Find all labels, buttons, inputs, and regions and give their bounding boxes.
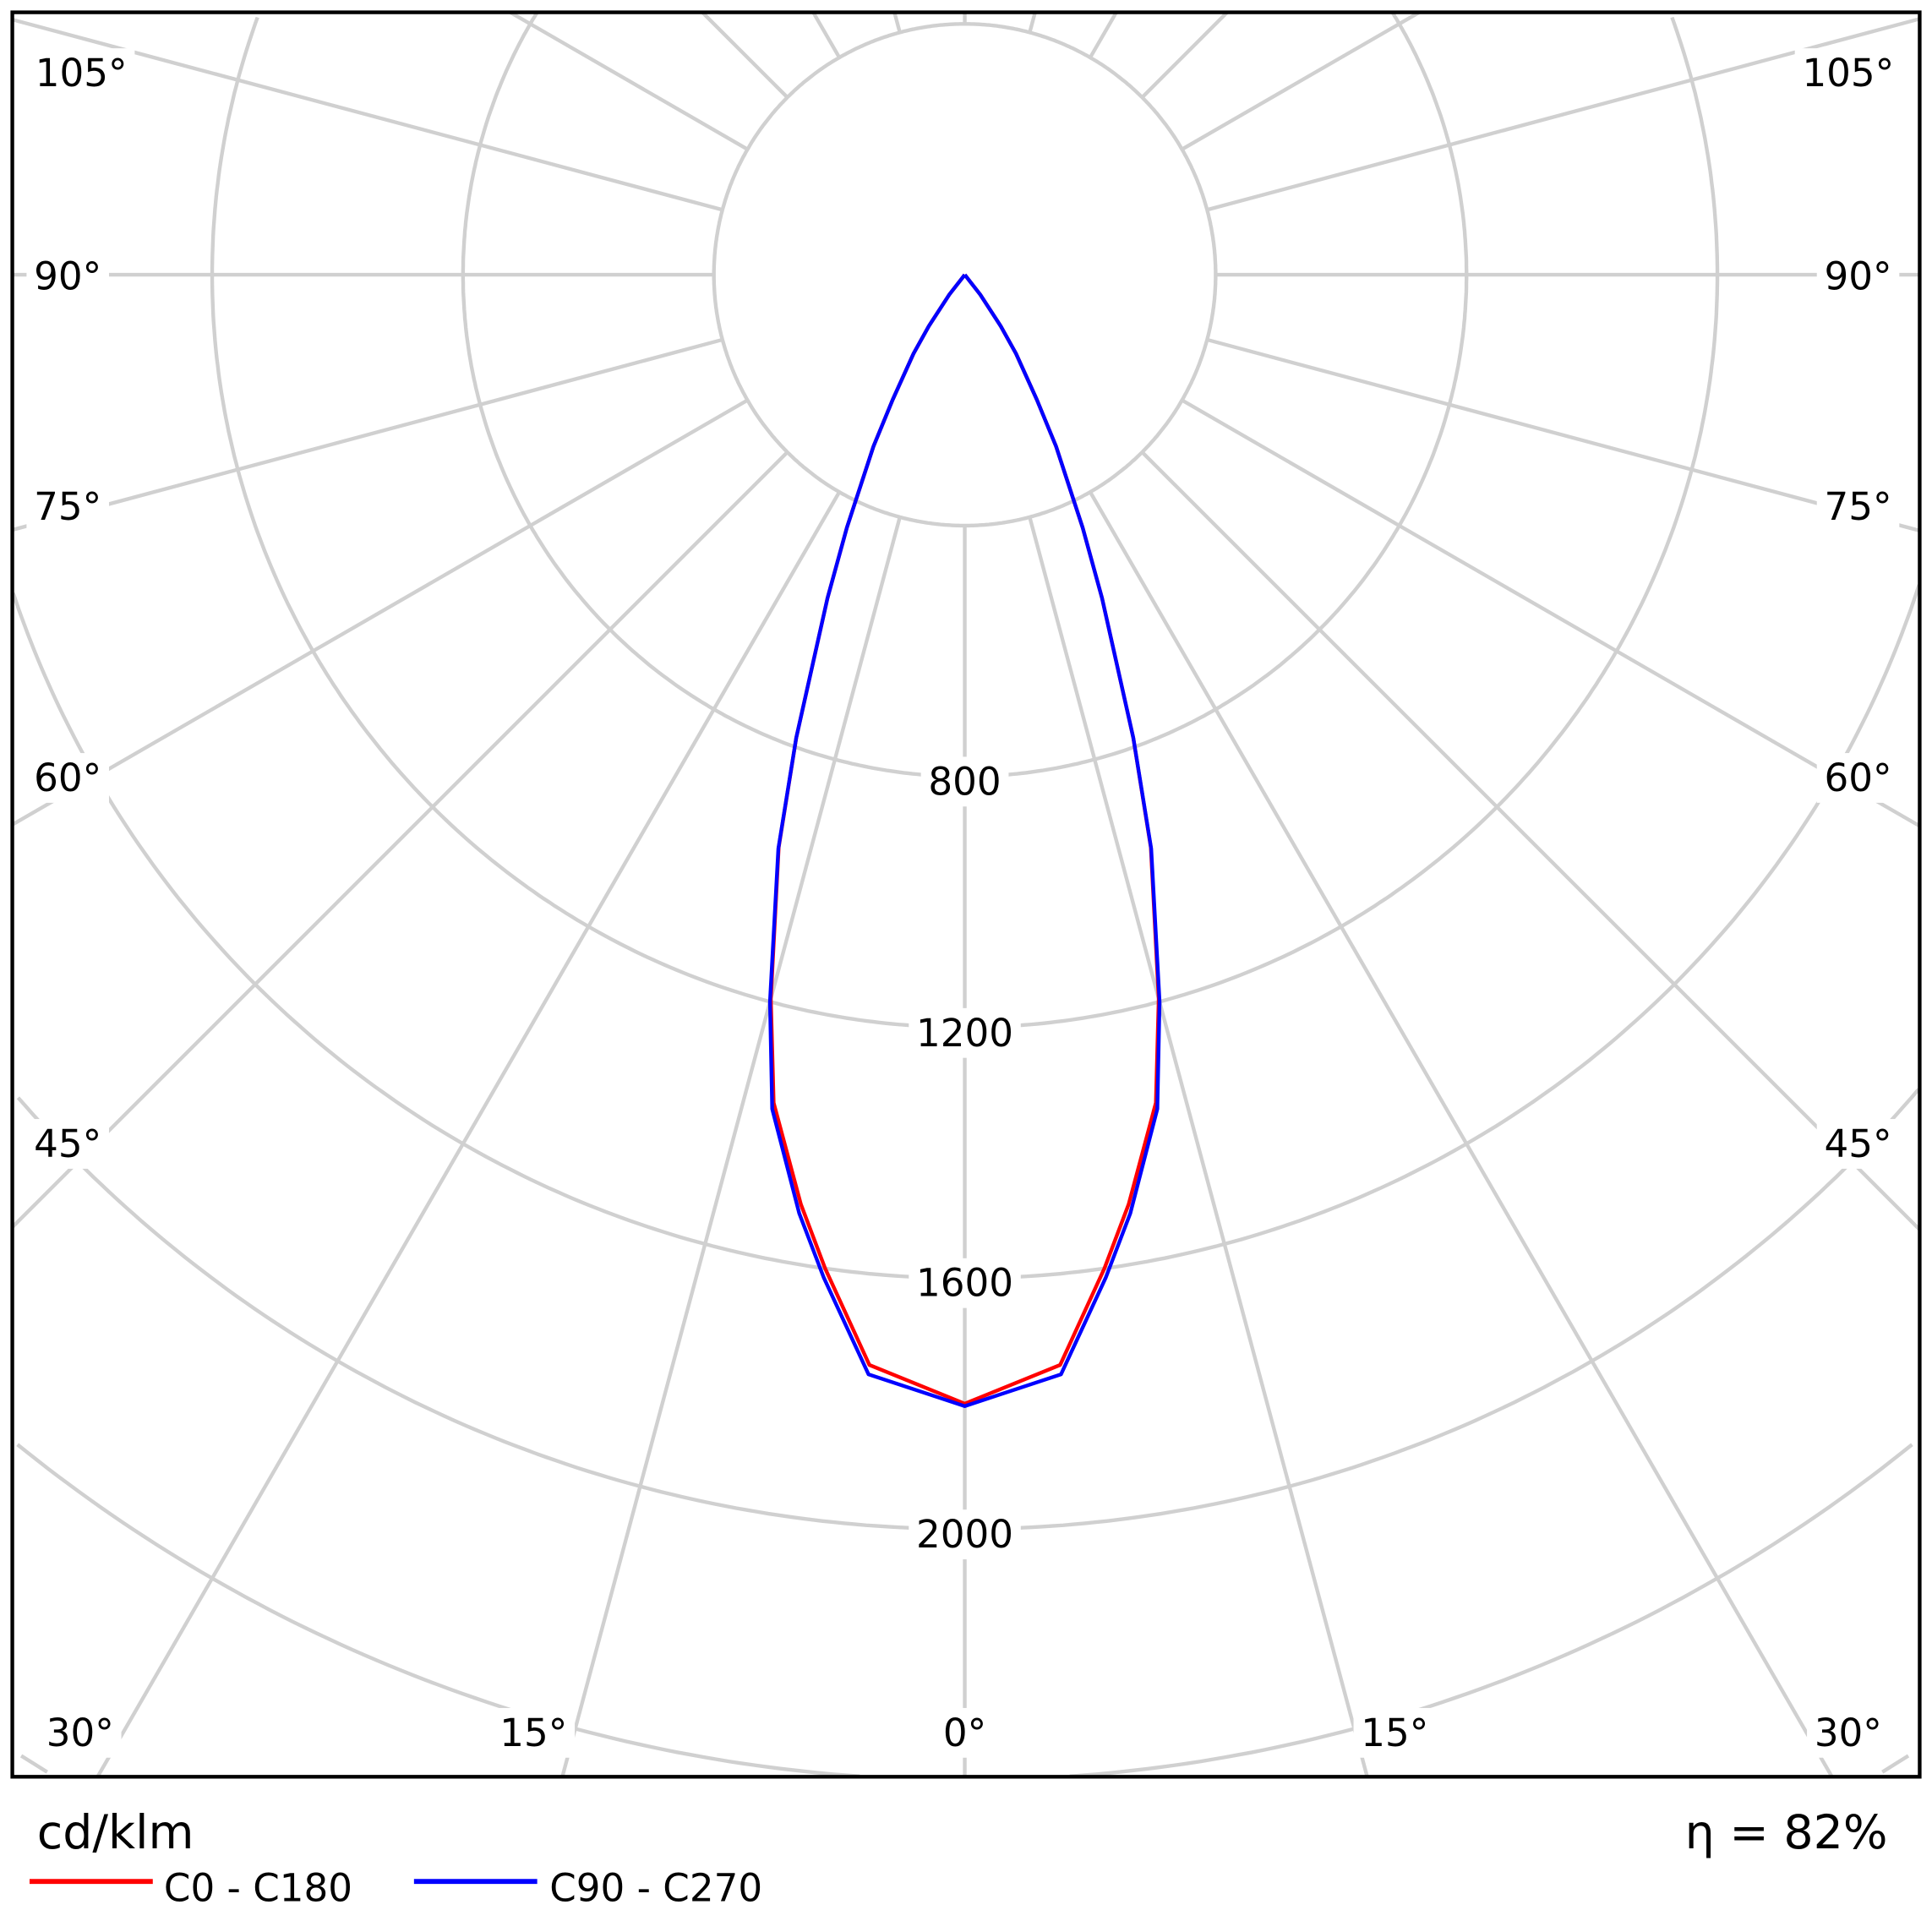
radial-gridline (11, 398, 749, 827)
label-background (909, 1258, 1021, 1308)
angle-label-90-left: 90° (34, 254, 101, 299)
unit-label: cd/klm (37, 1806, 194, 1860)
angle-label-15-right: 15° (1361, 1711, 1428, 1755)
angle-label-105-left: 105° (35, 51, 128, 96)
angle-label-0: 0° (943, 1711, 986, 1755)
curve-c90-c270 (767, 273, 1162, 1408)
radial-gridline (1089, 491, 1834, 1778)
radial-gridline (1206, 337, 1920, 533)
label-background (909, 1007, 1021, 1058)
angle-label-60-left: 60° (34, 756, 101, 800)
ring-label-2000: 2000 (916, 1512, 1013, 1557)
ring-gridline-1200 (210, 16, 1720, 1029)
ring-gridline-2800 (19, 1754, 49, 1774)
radial-gridline (1140, 11, 1229, 99)
ring-gridline-2400 (1069, 1443, 1913, 1778)
ring-gridline-2800 (1881, 1754, 1910, 1774)
radial-gridline (1181, 398, 1921, 828)
label-background (38, 1707, 122, 1758)
label-background (1794, 48, 1902, 98)
label-background (920, 756, 1009, 807)
angle-label-30-left: 30° (46, 1711, 114, 1755)
ring-gridline-2400 (16, 1443, 860, 1778)
label-background (26, 482, 109, 532)
efficiency-label: η = 82% (1685, 1806, 1888, 1860)
radial-gridline (96, 491, 842, 1778)
ring-gridline-800 (1390, 11, 1469, 276)
ring-label-1600: 1600 (916, 1261, 1013, 1306)
radial-gridline (892, 12, 902, 33)
angle-label-90-right: 90° (1824, 254, 1891, 299)
ring-label-1200: 1200 (916, 1011, 1013, 1056)
label-background (492, 1707, 576, 1758)
label-background (26, 753, 109, 803)
ring-gridline-1200 (1670, 16, 1720, 276)
angle-label-75-right: 75° (1824, 484, 1891, 529)
label-background (1353, 1707, 1437, 1758)
polar-grid (11, 10, 1921, 1778)
radial-gridline (1028, 516, 1369, 1777)
radial-gridline (1028, 12, 1037, 33)
radial-gridline (509, 10, 749, 151)
angle-label-15-left: 15° (499, 1711, 567, 1755)
radial-gridline (560, 516, 902, 1777)
label-background (26, 1119, 109, 1169)
radial-gridline (1181, 10, 1421, 151)
radial-gridline (811, 11, 842, 59)
angle-label-45-left: 45° (34, 1122, 101, 1166)
angle-label-75-left: 75° (34, 484, 101, 529)
label-background (909, 1509, 1021, 1560)
angle-label-30-right: 30° (1815, 1711, 1882, 1755)
chart-frame (10, 10, 1922, 1779)
curves (767, 273, 1162, 1408)
label-background (26, 251, 109, 302)
label-background (1816, 1119, 1900, 1169)
angle-label-105-right: 105° (1802, 51, 1894, 96)
radial-gridline (701, 11, 789, 99)
label-background (1816, 482, 1900, 532)
tick-labels: 800 1200 1600 2000 0° 15° 15° 30° 30° 45… (26, 48, 1902, 1758)
radial-gridline (1089, 11, 1118, 59)
label-background (28, 48, 135, 98)
angle-label-45-right: 45° (1824, 1122, 1891, 1166)
ring-gridline-400 (712, 22, 1218, 528)
label-background (936, 1707, 994, 1758)
legend-label-c0: C0 - C180 (164, 1866, 352, 1911)
label-background (1807, 1707, 1890, 1758)
ring-gridline-800 (461, 11, 1469, 778)
label-background (1816, 251, 1900, 302)
ring-label-800: 800 (928, 759, 1001, 804)
radial-gridline (12, 337, 723, 532)
radial-gridline (11, 450, 789, 1229)
radial-gridline (1140, 450, 1921, 1231)
angle-label-60-right: 60° (1824, 756, 1891, 800)
legend-label-c90: C90 - C270 (549, 1866, 762, 1911)
label-background (1816, 753, 1900, 803)
